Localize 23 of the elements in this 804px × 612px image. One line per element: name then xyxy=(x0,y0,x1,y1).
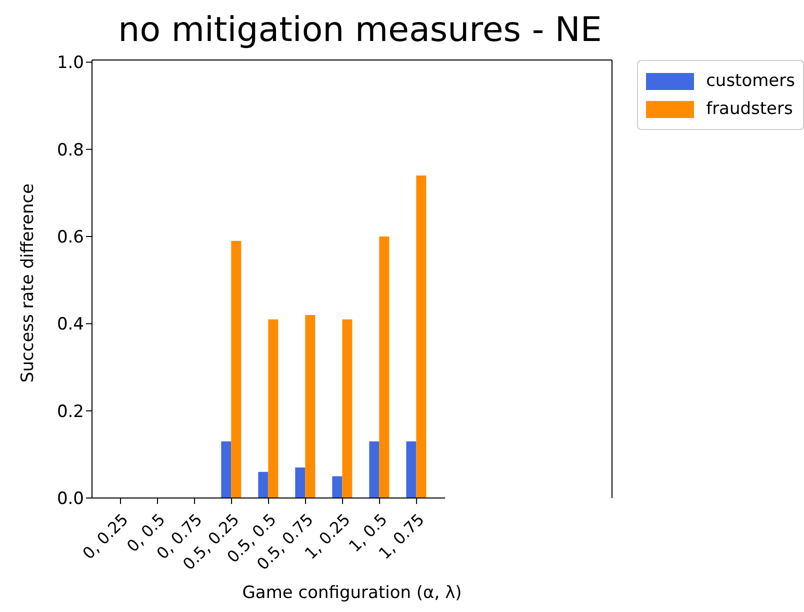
y-tick-label: 1.0 xyxy=(56,53,84,74)
chart-title: no mitigation measures - NE xyxy=(117,10,603,50)
bar xyxy=(258,472,268,498)
y-tick-label: 0.8 xyxy=(56,140,84,160)
legend-label: fraudsters xyxy=(706,99,793,119)
bar xyxy=(379,236,390,498)
bar xyxy=(231,240,242,498)
y-tick-label: 0.6 xyxy=(56,228,84,248)
y-tick-label: 0.4 xyxy=(56,314,84,335)
legend-label: customers xyxy=(706,71,795,91)
y-axis-title: Success rate difference xyxy=(18,183,38,383)
bar xyxy=(369,441,380,498)
bar xyxy=(416,175,426,498)
y-tick-label: 0.2 xyxy=(56,402,84,422)
bar xyxy=(305,314,316,498)
bar xyxy=(221,441,232,498)
bar xyxy=(406,441,416,498)
bar xyxy=(332,476,342,498)
bar xyxy=(295,467,306,498)
y-tick-label: 0.0 xyxy=(56,489,84,510)
x-axis-title: Game configuration (α, λ) xyxy=(241,583,463,603)
bar xyxy=(342,319,352,498)
bar xyxy=(268,319,278,498)
